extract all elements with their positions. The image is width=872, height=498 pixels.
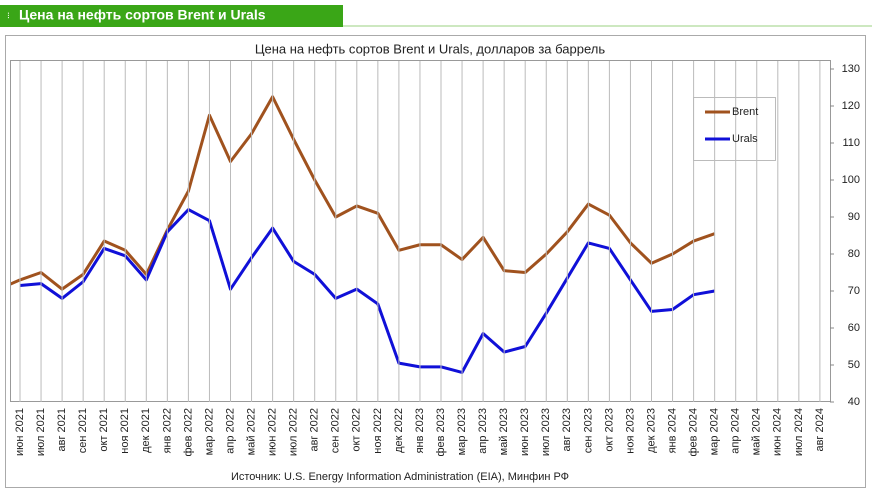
y-tick-label: 80 [848,248,860,260]
x-tick-label: окт 2021 [98,408,110,452]
x-tick-label: июн 2023 [519,408,531,456]
y-tick-label: 40 [848,396,860,408]
x-tick-label: ноя 2021 [119,408,131,454]
x-tick-label: авг 2022 [309,408,321,452]
x-tick-label: янв 2024 [666,408,678,453]
x-tick-label: июн 2024 [772,408,784,456]
x-tick-label: дек 2023 [645,408,657,453]
plot-area [10,60,831,402]
y-tick-label: 90 [848,211,860,223]
x-tick-label: июл 2022 [288,408,300,456]
chart-title: Цена на нефть сортов Brent и Urals, долл… [255,41,605,56]
y-tick-label: 100 [842,174,860,186]
x-tick-label: фев 2024 [688,408,700,457]
x-tick-label: окт 2023 [603,408,615,452]
x-tick-label: сен 2021 [77,408,89,453]
x-tick-label: янв 2022 [161,408,173,453]
x-tick-label: июл 2023 [540,408,552,456]
header-icon: ⁝ [7,10,10,20]
x-tick-label: мар 2022 [203,408,215,455]
x-tick-label: май 2022 [245,408,257,455]
header-title: Цена на нефть сортов Brent и Urals [19,7,266,23]
x-tick-label: мар 2023 [456,408,468,455]
x-tick-label: май 2024 [751,408,763,455]
x-tick-label: фев 2022 [182,408,194,457]
x-tick-label: апр 2022 [224,408,236,454]
x-tick-label: июн 2021 [14,408,26,456]
x-tick-label: янв 2023 [414,408,426,453]
x-tick-label: ноя 2023 [624,408,636,454]
x-tick-label: сен 2022 [330,408,342,453]
x-tick-label: фев 2023 [435,408,447,457]
x-tick-label: дек 2022 [393,408,405,453]
y-tick-label: 110 [842,137,860,149]
x-tick-label: июн 2022 [267,408,279,456]
x-tick-label: авг 2021 [56,408,68,452]
x-tick-label: июл 2024 [793,408,805,456]
x-tick-label: дек 2021 [140,408,152,453]
header-bar [0,5,343,27]
x-tick-label: авг 2023 [561,408,573,452]
x-tick-label: апр 2024 [730,408,742,454]
legend-label: Brent [732,106,758,118]
series-line [19,208,715,374]
y-tick-label: 120 [842,100,860,112]
x-tick-label: апр 2023 [477,408,489,454]
x-tick-label: окт 2022 [351,408,363,452]
x-tick-label: сен 2023 [582,408,594,453]
y-tick-label: 130 [842,63,860,75]
legend-label: Urals [732,133,758,145]
y-tick-label: 70 [848,285,860,297]
x-tick-label: ноя 2022 [372,408,384,454]
source: Источник: U.S. Energy Information Admini… [231,471,569,483]
x-tick-label: май 2023 [498,408,510,455]
x-tick-label: июл 2021 [35,408,47,456]
x-tick-label: авг 2024 [814,408,826,452]
x-tick-label: мар 2024 [709,408,721,455]
y-tick-label: 60 [848,322,860,334]
y-tick-label: 50 [848,359,860,371]
